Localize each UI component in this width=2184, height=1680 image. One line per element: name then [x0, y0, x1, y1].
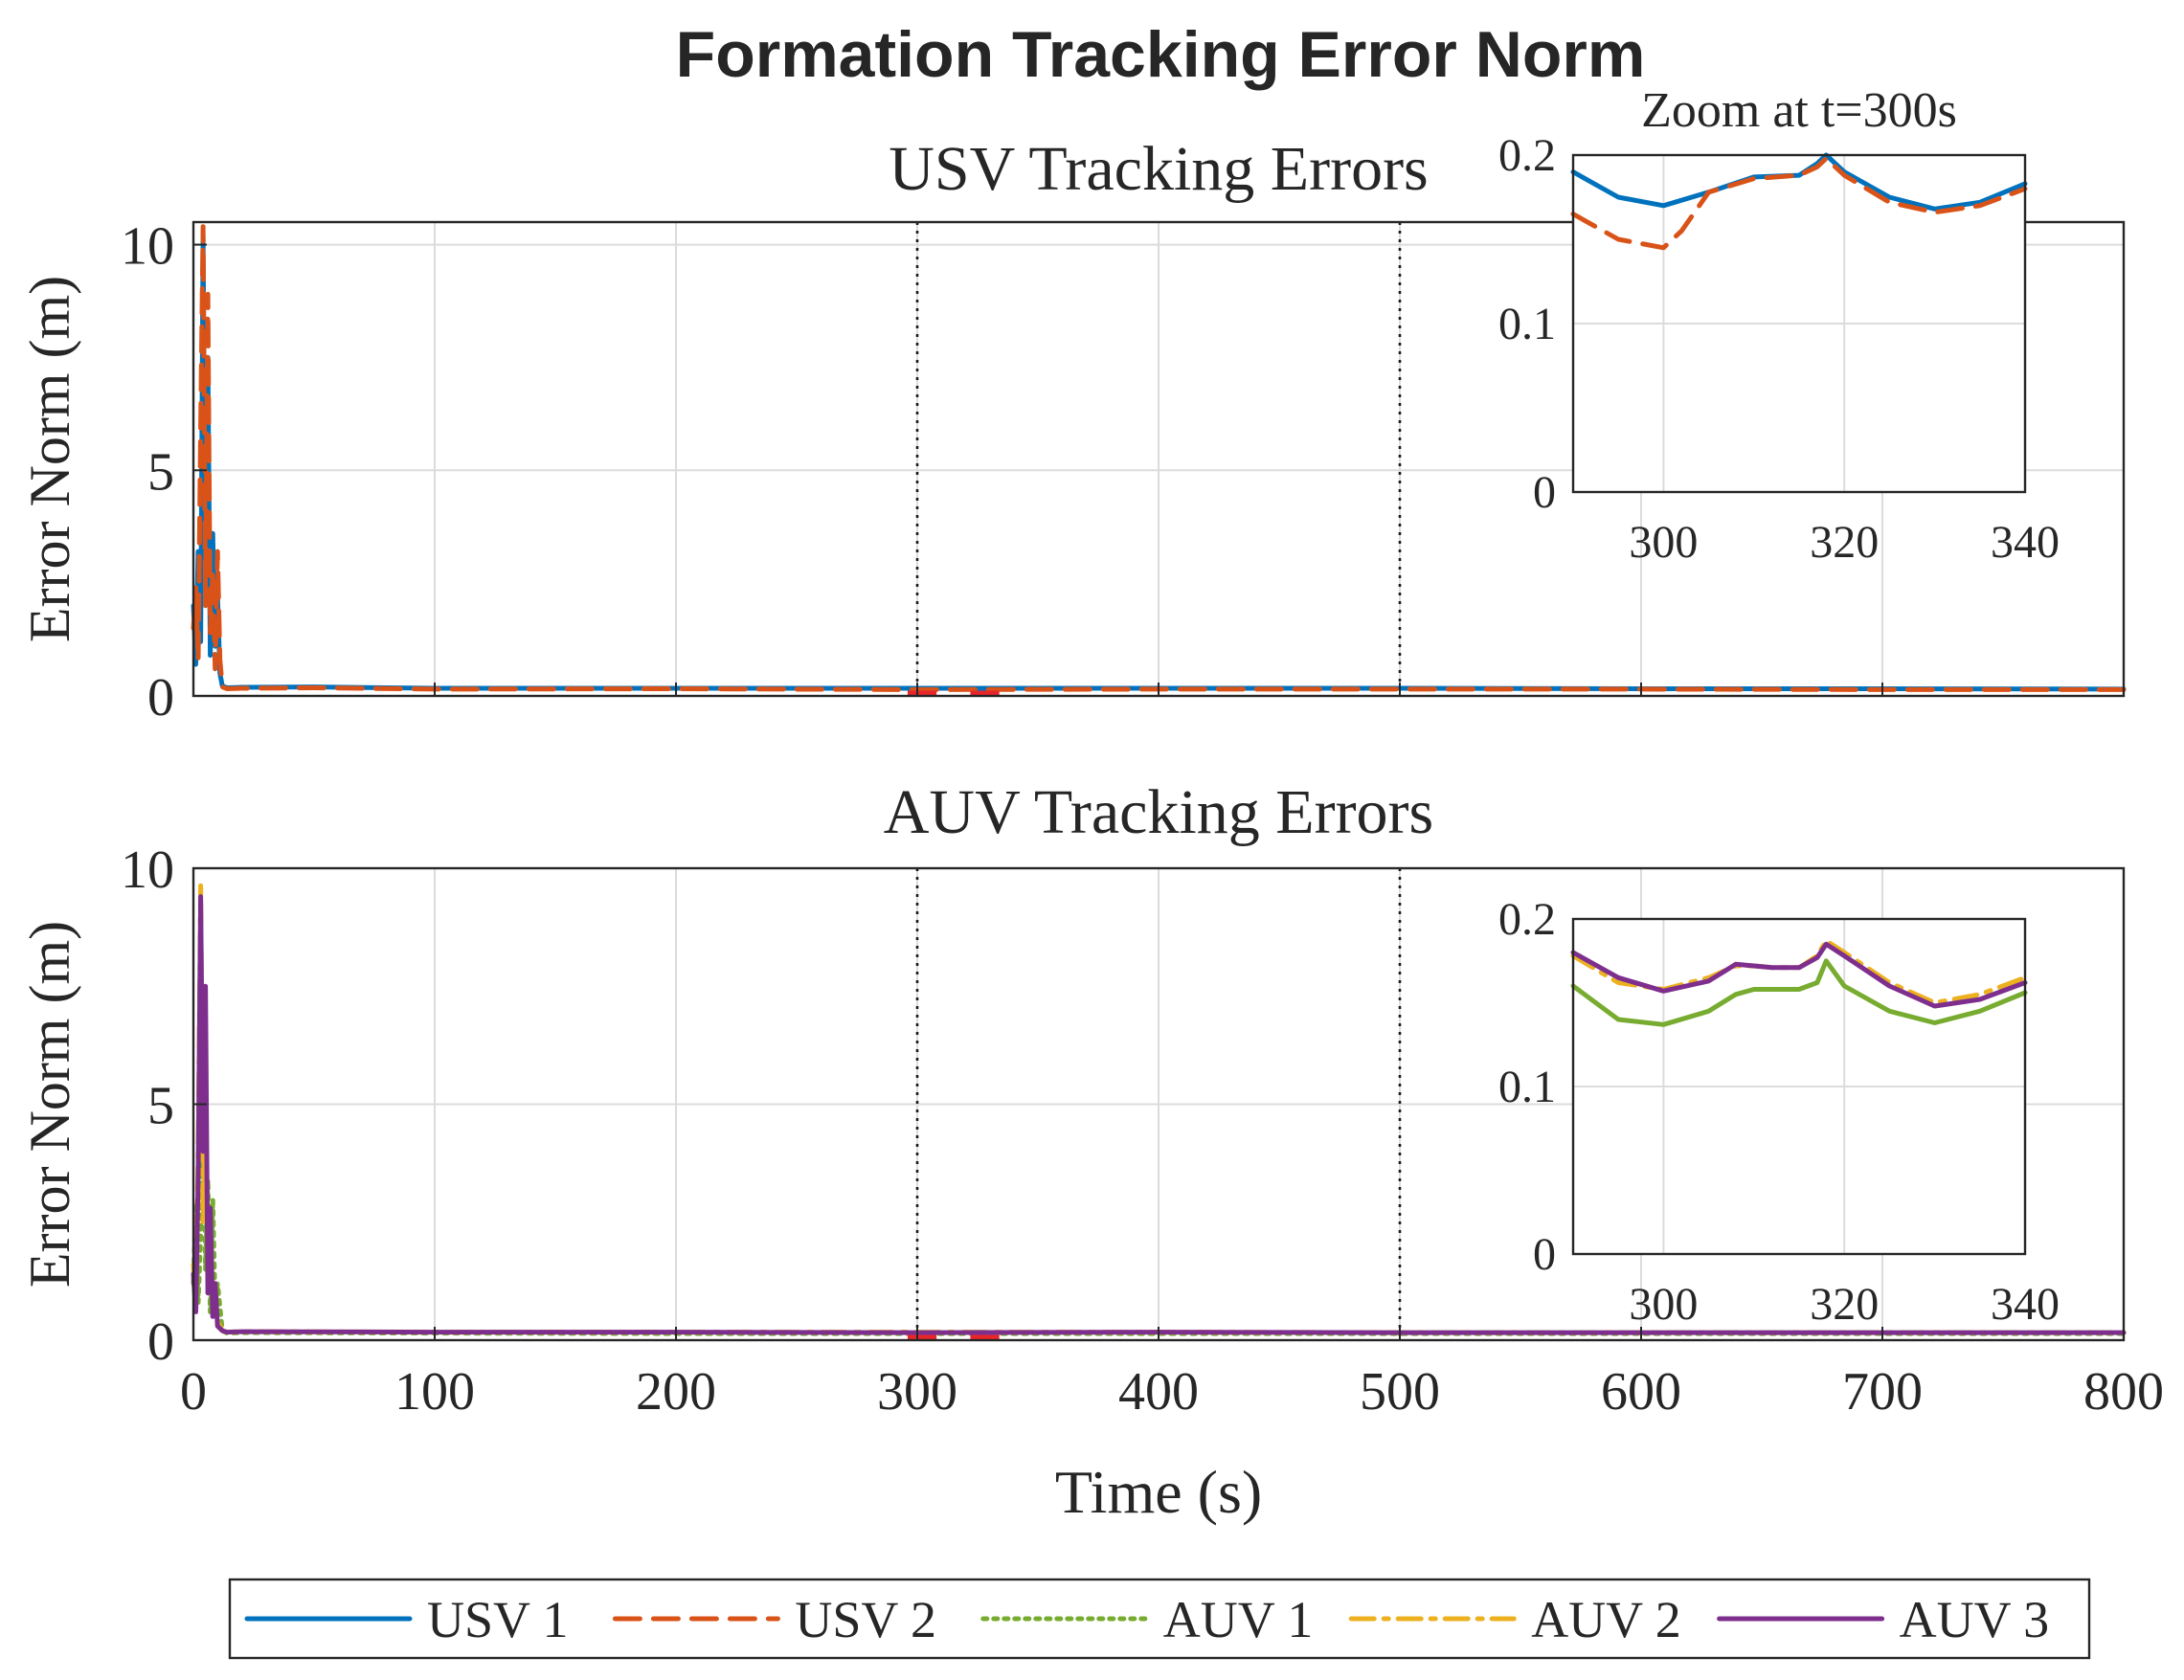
- inset-series-line-usv-1: [1570, 152, 2028, 212]
- y-tick-label: 5: [147, 442, 174, 502]
- y-tick-label: 5: [147, 1077, 174, 1136]
- x-tick-label: 700: [1842, 1362, 1923, 1422]
- inset-y-tick-label: 0.1: [1498, 1062, 1556, 1112]
- x-tick-label: 300: [877, 1362, 957, 1422]
- inset-y-tick-label: 0.2: [1498, 894, 1556, 945]
- figure-title: Formation Tracking Error Norm: [676, 18, 1646, 91]
- inset-x-tick-label: 340: [1991, 1279, 2060, 1330]
- series-line-usv-2: [191, 224, 2127, 692]
- x-tick-label: 100: [394, 1362, 475, 1422]
- panel-title: USV Tracking Errors: [889, 134, 1428, 204]
- legend-label-auv-1: AUV 1: [1163, 1591, 1314, 1648]
- legend: USV 1 USV 2 AUV 1 AUV 2 AUV 3: [228, 1578, 2091, 1660]
- inset-x-tick-label: 300: [1629, 517, 1698, 568]
- inset-y-tick-label: 0.1: [1498, 299, 1556, 349]
- inset-axes-box: [1571, 917, 2027, 1256]
- y-tick-label: 10: [121, 840, 174, 900]
- panel-title: AUV Tracking Errors: [884, 777, 1433, 847]
- inset-y-tick-label: 0.2: [1498, 130, 1556, 181]
- x-axis-label: Time (s): [1055, 1458, 1262, 1526]
- x-tick-label: 500: [1360, 1362, 1440, 1422]
- x-tick-label: 200: [636, 1362, 716, 1422]
- inset-x-tick-label: 320: [1810, 1279, 1879, 1330]
- legend-label-auv-3: AUV 3: [1900, 1591, 2050, 1648]
- inset-y-tick-label: 0: [1533, 1229, 1556, 1280]
- y-tick-label: 10: [121, 217, 174, 277]
- x-tick-label: 600: [1601, 1362, 1681, 1422]
- inset-x-tick-label: 300: [1629, 1279, 1698, 1330]
- legend-label-auv-2: AUV 2: [1531, 1591, 1681, 1648]
- y-axis-label: Error Norm (m): [18, 276, 81, 642]
- panel-1: 0 5 10 USV Tracking Errors Error Norm (m) 300…: [18, 83, 2127, 728]
- legend-label-usv-2: USV 2: [795, 1591, 936, 1648]
- inset-axes-box: [1571, 153, 2027, 494]
- inset-x-tick-label: 340: [1991, 517, 2060, 568]
- y-tick-label: 0: [147, 668, 174, 728]
- legend-label-usv-1: USV 1: [427, 1591, 569, 1648]
- inset-zoom: 300 320 340 0 0.1 0.2: [1498, 894, 2060, 1330]
- inset-y-tick-label: 0: [1533, 467, 1556, 518]
- inset-x-tick-label: 320: [1810, 517, 1879, 568]
- inset-series-line-auv-3: [1570, 941, 2028, 1009]
- x-tick-label: 0: [180, 1362, 207, 1422]
- inset-series-line-usv-2: [1570, 156, 2028, 251]
- inset-title: Zoom at t=300s: [1641, 83, 1957, 138]
- chart-panels: 0 5 10 USV Tracking Errors Error Norm (m) 300…: [18, 83, 2164, 1526]
- series-line-auv-3: [191, 894, 2127, 1335]
- inset-zoom: 300 320 340 0 0.1 0.2 Zoom at t=300s: [1498, 83, 2060, 568]
- y-tick-label: 0: [147, 1312, 174, 1372]
- x-tick-label: 800: [2083, 1362, 2164, 1422]
- x-tick-label: 400: [1118, 1362, 1199, 1422]
- panel-2: 0 100 200 300 400 500 600 700 800 0 5 10 AUV Trackin…: [18, 777, 2164, 1526]
- y-axis-label: Error Norm (m): [18, 921, 81, 1288]
- inset-series-line-auv-1: [1570, 958, 2028, 1027]
